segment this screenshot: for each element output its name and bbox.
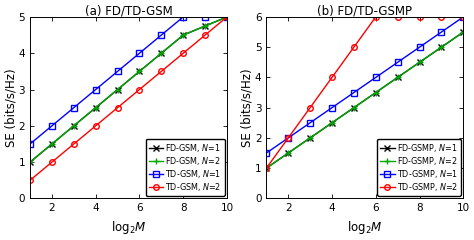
TD-GSM, $N$=2 — [27, 179, 33, 182]
TD-GSM, $N$=1 — [181, 16, 186, 18]
Line: TD-GSM, $N$=1: TD-GSM, $N$=1 — [27, 14, 230, 147]
Line: FD-GSMP, $N$=2: FD-GSMP, $N$=2 — [263, 29, 467, 172]
TD-GSMP, $N$=1 — [307, 121, 313, 124]
FD-GSM, $N$=1 — [27, 161, 33, 164]
TD-GSM, $N$=1 — [71, 106, 77, 109]
FD-GSMP, $N$=2 — [460, 31, 466, 34]
FD-GSMP, $N$=2 — [329, 121, 335, 124]
TD-GSM, $N$=2 — [202, 34, 208, 36]
FD-GSM, $N$=1 — [158, 52, 164, 55]
FD-GSMP, $N$=1 — [460, 31, 466, 34]
TD-GSMP, $N$=1 — [417, 46, 422, 49]
TD-GSMP, $N$=2 — [307, 106, 313, 109]
FD-GSMP, $N$=2 — [417, 61, 422, 64]
TD-GSMP, $N$=1 — [395, 61, 401, 64]
FD-GSMP, $N$=2 — [395, 76, 401, 79]
TD-GSMP, $N$=2 — [351, 46, 357, 49]
FD-GSMP, $N$=1 — [373, 91, 379, 94]
TD-GSM, $N$=1 — [137, 52, 142, 55]
Line: TD-GSM, $N$=2: TD-GSM, $N$=2 — [27, 14, 230, 183]
FD-GSM, $N$=1 — [202, 24, 208, 27]
FD-GSMP, $N$=2 — [351, 106, 357, 109]
FD-GSM, $N$=1 — [115, 88, 120, 91]
TD-GSMP, $N$=2 — [460, 16, 466, 18]
FD-GSMP, $N$=1 — [351, 106, 357, 109]
FD-GSM, $N$=2 — [27, 161, 33, 164]
TD-GSMP, $N$=2 — [438, 16, 444, 18]
FD-GSM, $N$=1 — [93, 106, 99, 109]
TD-GSM, $N$=2 — [71, 143, 77, 145]
FD-GSM, $N$=2 — [158, 52, 164, 55]
FD-GSM, $N$=2 — [115, 88, 120, 91]
Line: TD-GSMP, $N$=1: TD-GSMP, $N$=1 — [264, 14, 466, 156]
TD-GSM, $N$=1 — [27, 143, 33, 145]
FD-GSM, $N$=2 — [137, 70, 142, 73]
TD-GSM, $N$=1 — [202, 16, 208, 18]
TD-GSM, $N$=1 — [224, 16, 230, 18]
TD-GSMP, $N$=1 — [438, 31, 444, 34]
TD-GSM, $N$=2 — [224, 16, 230, 18]
FD-GSMP, $N$=2 — [373, 91, 379, 94]
FD-GSM, $N$=2 — [224, 16, 230, 18]
Title: (b) FD/TD-GSMP: (b) FD/TD-GSMP — [317, 4, 412, 17]
Line: FD-GSM, $N$=1: FD-GSM, $N$=1 — [27, 14, 230, 165]
FD-GSMP, $N$=1 — [264, 167, 269, 170]
FD-GSM, $N$=2 — [181, 34, 186, 36]
TD-GSM, $N$=2 — [49, 161, 55, 164]
Line: TD-GSMP, $N$=2: TD-GSMP, $N$=2 — [264, 14, 466, 171]
X-axis label: log$_2$$M$: log$_2$$M$ — [111, 219, 146, 236]
Legend: FD-GSM, $N$=1, FD-GSM, $N$=2, TD-GSM, $N$=1, TD-GSM, $N$=2: FD-GSM, $N$=1, FD-GSM, $N$=2, TD-GSM, $N… — [146, 139, 225, 196]
TD-GSMP, $N$=2 — [329, 76, 335, 79]
TD-GSMP, $N$=1 — [285, 137, 291, 139]
FD-GSMP, $N$=1 — [417, 61, 422, 64]
FD-GSM, $N$=1 — [49, 143, 55, 145]
FD-GSMP, $N$=1 — [285, 152, 291, 155]
FD-GSM, $N$=2 — [71, 124, 77, 127]
FD-GSM, $N$=2 — [49, 143, 55, 145]
Line: FD-GSM, $N$=2: FD-GSM, $N$=2 — [27, 13, 230, 166]
TD-GSM, $N$=1 — [49, 124, 55, 127]
TD-GSMP, $N$=2 — [373, 16, 379, 18]
FD-GSMP, $N$=1 — [395, 76, 401, 79]
FD-GSMP, $N$=2 — [438, 46, 444, 49]
FD-GSMP, $N$=1 — [438, 46, 444, 49]
TD-GSM, $N$=1 — [93, 88, 99, 91]
TD-GSMP, $N$=2 — [395, 16, 401, 18]
TD-GSM, $N$=2 — [115, 106, 120, 109]
FD-GSMP, $N$=1 — [329, 121, 335, 124]
TD-GSMP, $N$=1 — [351, 91, 357, 94]
TD-GSMP, $N$=1 — [373, 76, 379, 79]
FD-GSMP, $N$=2 — [307, 137, 313, 139]
Line: FD-GSMP, $N$=1: FD-GSMP, $N$=1 — [264, 29, 466, 171]
FD-GSMP, $N$=2 — [264, 167, 269, 170]
TD-GSMP, $N$=2 — [417, 16, 422, 18]
Y-axis label: SE (bits/s/Hz): SE (bits/s/Hz) — [4, 68, 17, 147]
FD-GSMP, $N$=1 — [307, 137, 313, 139]
TD-GSMP, $N$=2 — [285, 137, 291, 139]
Y-axis label: SE (bits/s/Hz): SE (bits/s/Hz) — [240, 68, 254, 147]
FD-GSM, $N$=2 — [93, 106, 99, 109]
FD-GSM, $N$=1 — [71, 124, 77, 127]
FD-GSM, $N$=1 — [181, 34, 186, 36]
FD-GSM, $N$=1 — [137, 70, 142, 73]
FD-GSM, $N$=1 — [224, 16, 230, 18]
TD-GSM, $N$=2 — [158, 70, 164, 73]
TD-GSM, $N$=2 — [137, 88, 142, 91]
TD-GSMP, $N$=1 — [264, 152, 269, 155]
TD-GSM, $N$=1 — [158, 34, 164, 36]
TD-GSMP, $N$=1 — [460, 16, 466, 18]
X-axis label: log$_2$$M$: log$_2$$M$ — [347, 219, 383, 236]
TD-GSM, $N$=2 — [181, 52, 186, 55]
FD-GSM, $N$=2 — [202, 24, 208, 27]
TD-GSMP, $N$=2 — [264, 167, 269, 170]
Legend: FD-GSMP, $N$=1, FD-GSMP, $N$=2, TD-GSMP, $N$=1, TD-GSMP, $N$=2: FD-GSMP, $N$=1, FD-GSMP, $N$=2, TD-GSMP,… — [377, 139, 461, 196]
TD-GSM, $N$=2 — [93, 124, 99, 127]
Title: (a) FD/TD-GSM: (a) FD/TD-GSM — [85, 4, 173, 17]
TD-GSMP, $N$=1 — [329, 106, 335, 109]
FD-GSMP, $N$=2 — [285, 152, 291, 155]
TD-GSM, $N$=1 — [115, 70, 120, 73]
